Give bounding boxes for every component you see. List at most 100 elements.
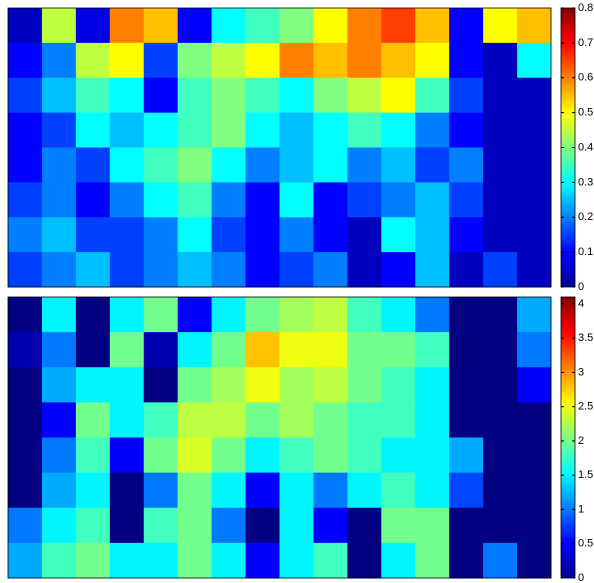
colorbar-tick-label: 3 xyxy=(578,366,584,378)
plot-frame xyxy=(7,7,552,288)
heat-cell xyxy=(347,147,382,183)
heat-cell xyxy=(517,112,552,148)
heat-cell xyxy=(381,182,416,218)
heat-cell xyxy=(415,297,450,333)
heat-cell xyxy=(347,217,382,253)
heat-cell xyxy=(41,147,77,183)
heat-cell xyxy=(143,332,179,368)
colorbar-tick-label: 0.7 xyxy=(578,37,593,49)
heat-cell xyxy=(381,297,416,333)
colorbar-tick-label: 1.5 xyxy=(578,469,593,481)
heat-cell xyxy=(517,147,552,183)
heat-cell xyxy=(211,112,247,148)
heat-cell xyxy=(415,77,450,114)
heat-cell xyxy=(177,147,213,183)
heat-cell xyxy=(517,182,552,218)
heat-cell xyxy=(143,8,179,44)
colorbar-tick-label: 0.8 xyxy=(578,2,593,14)
heat-cell xyxy=(347,332,382,368)
heat-cell xyxy=(313,402,348,438)
heat-cell xyxy=(517,8,552,44)
heat-cell xyxy=(517,217,552,253)
heat-cell xyxy=(313,8,348,44)
heat-cell xyxy=(279,297,314,333)
heat-cell xyxy=(313,437,348,474)
heat-cell xyxy=(279,367,314,403)
heat-cell xyxy=(211,182,247,218)
heat-cell xyxy=(449,402,484,438)
heat-cell xyxy=(415,217,450,253)
heat-cell xyxy=(415,8,450,44)
heat-cell xyxy=(211,542,247,579)
heat-cell xyxy=(381,402,416,438)
heat-cell xyxy=(75,332,111,368)
heat-cell xyxy=(279,42,314,79)
heat-cell xyxy=(8,8,43,44)
heat-cell xyxy=(347,297,382,333)
heat-cell xyxy=(483,297,518,333)
heat-cell xyxy=(313,297,348,333)
heat-cell xyxy=(177,367,213,403)
heat-cell xyxy=(347,472,382,509)
heat-cell xyxy=(483,77,518,114)
heat-cell xyxy=(245,402,280,438)
heat-cell xyxy=(279,182,314,218)
heat-cell xyxy=(347,77,382,114)
heat-cell xyxy=(381,542,416,579)
heat-cell xyxy=(517,507,552,544)
heat-cell xyxy=(75,77,111,114)
heat-cell xyxy=(313,367,348,403)
heat-cell xyxy=(211,472,247,509)
heat-cell xyxy=(381,112,416,148)
colorbar-tick-label: 0.2 xyxy=(578,211,593,223)
heat-cell xyxy=(483,147,518,183)
heat-cell xyxy=(109,182,145,218)
heat-cell xyxy=(211,507,247,544)
heat-cell xyxy=(41,507,77,544)
heat-cell xyxy=(143,367,179,403)
heat-cell xyxy=(381,147,416,183)
heat-cell xyxy=(8,77,43,114)
heat-cell xyxy=(313,507,348,544)
heat-cell xyxy=(313,217,348,253)
heat-cell xyxy=(415,112,450,148)
heat-cell xyxy=(347,112,382,148)
heat-cell xyxy=(8,297,43,333)
heat-cell xyxy=(109,437,145,474)
heat-cell xyxy=(143,542,179,579)
heat-cell xyxy=(41,297,77,333)
heat-cell xyxy=(517,42,552,79)
heat-cell xyxy=(75,217,111,253)
heat-cell xyxy=(177,77,213,114)
heat-cell xyxy=(245,472,280,509)
colorbar xyxy=(560,296,576,579)
heat-cell xyxy=(8,542,43,579)
heat-cell xyxy=(41,77,77,114)
heat-cell xyxy=(517,402,552,438)
heat-cell xyxy=(8,42,43,79)
heat-cell xyxy=(245,42,280,79)
heat-cell xyxy=(415,472,450,509)
heat-cell xyxy=(245,8,280,44)
heat-cell xyxy=(347,507,382,544)
heat-cell xyxy=(245,542,280,579)
heat-cell xyxy=(8,217,43,253)
heat-cell xyxy=(449,472,484,509)
heat-cell xyxy=(8,472,43,509)
heat-cell xyxy=(279,542,314,579)
heat-cell xyxy=(449,297,484,333)
heat-cell xyxy=(245,297,280,333)
heat-cell xyxy=(41,367,77,403)
heat-cell xyxy=(415,252,450,288)
heat-cell xyxy=(449,182,484,218)
heat-cell xyxy=(381,507,416,544)
heat-cell xyxy=(177,297,213,333)
colorbar-tick-label: 3.5 xyxy=(578,332,593,344)
heat-cell xyxy=(75,112,111,148)
heat-cell xyxy=(279,8,314,44)
heat-cell xyxy=(347,367,382,403)
heat-cell xyxy=(109,507,145,544)
heat-cell xyxy=(41,542,77,579)
heat-cell xyxy=(75,8,111,44)
